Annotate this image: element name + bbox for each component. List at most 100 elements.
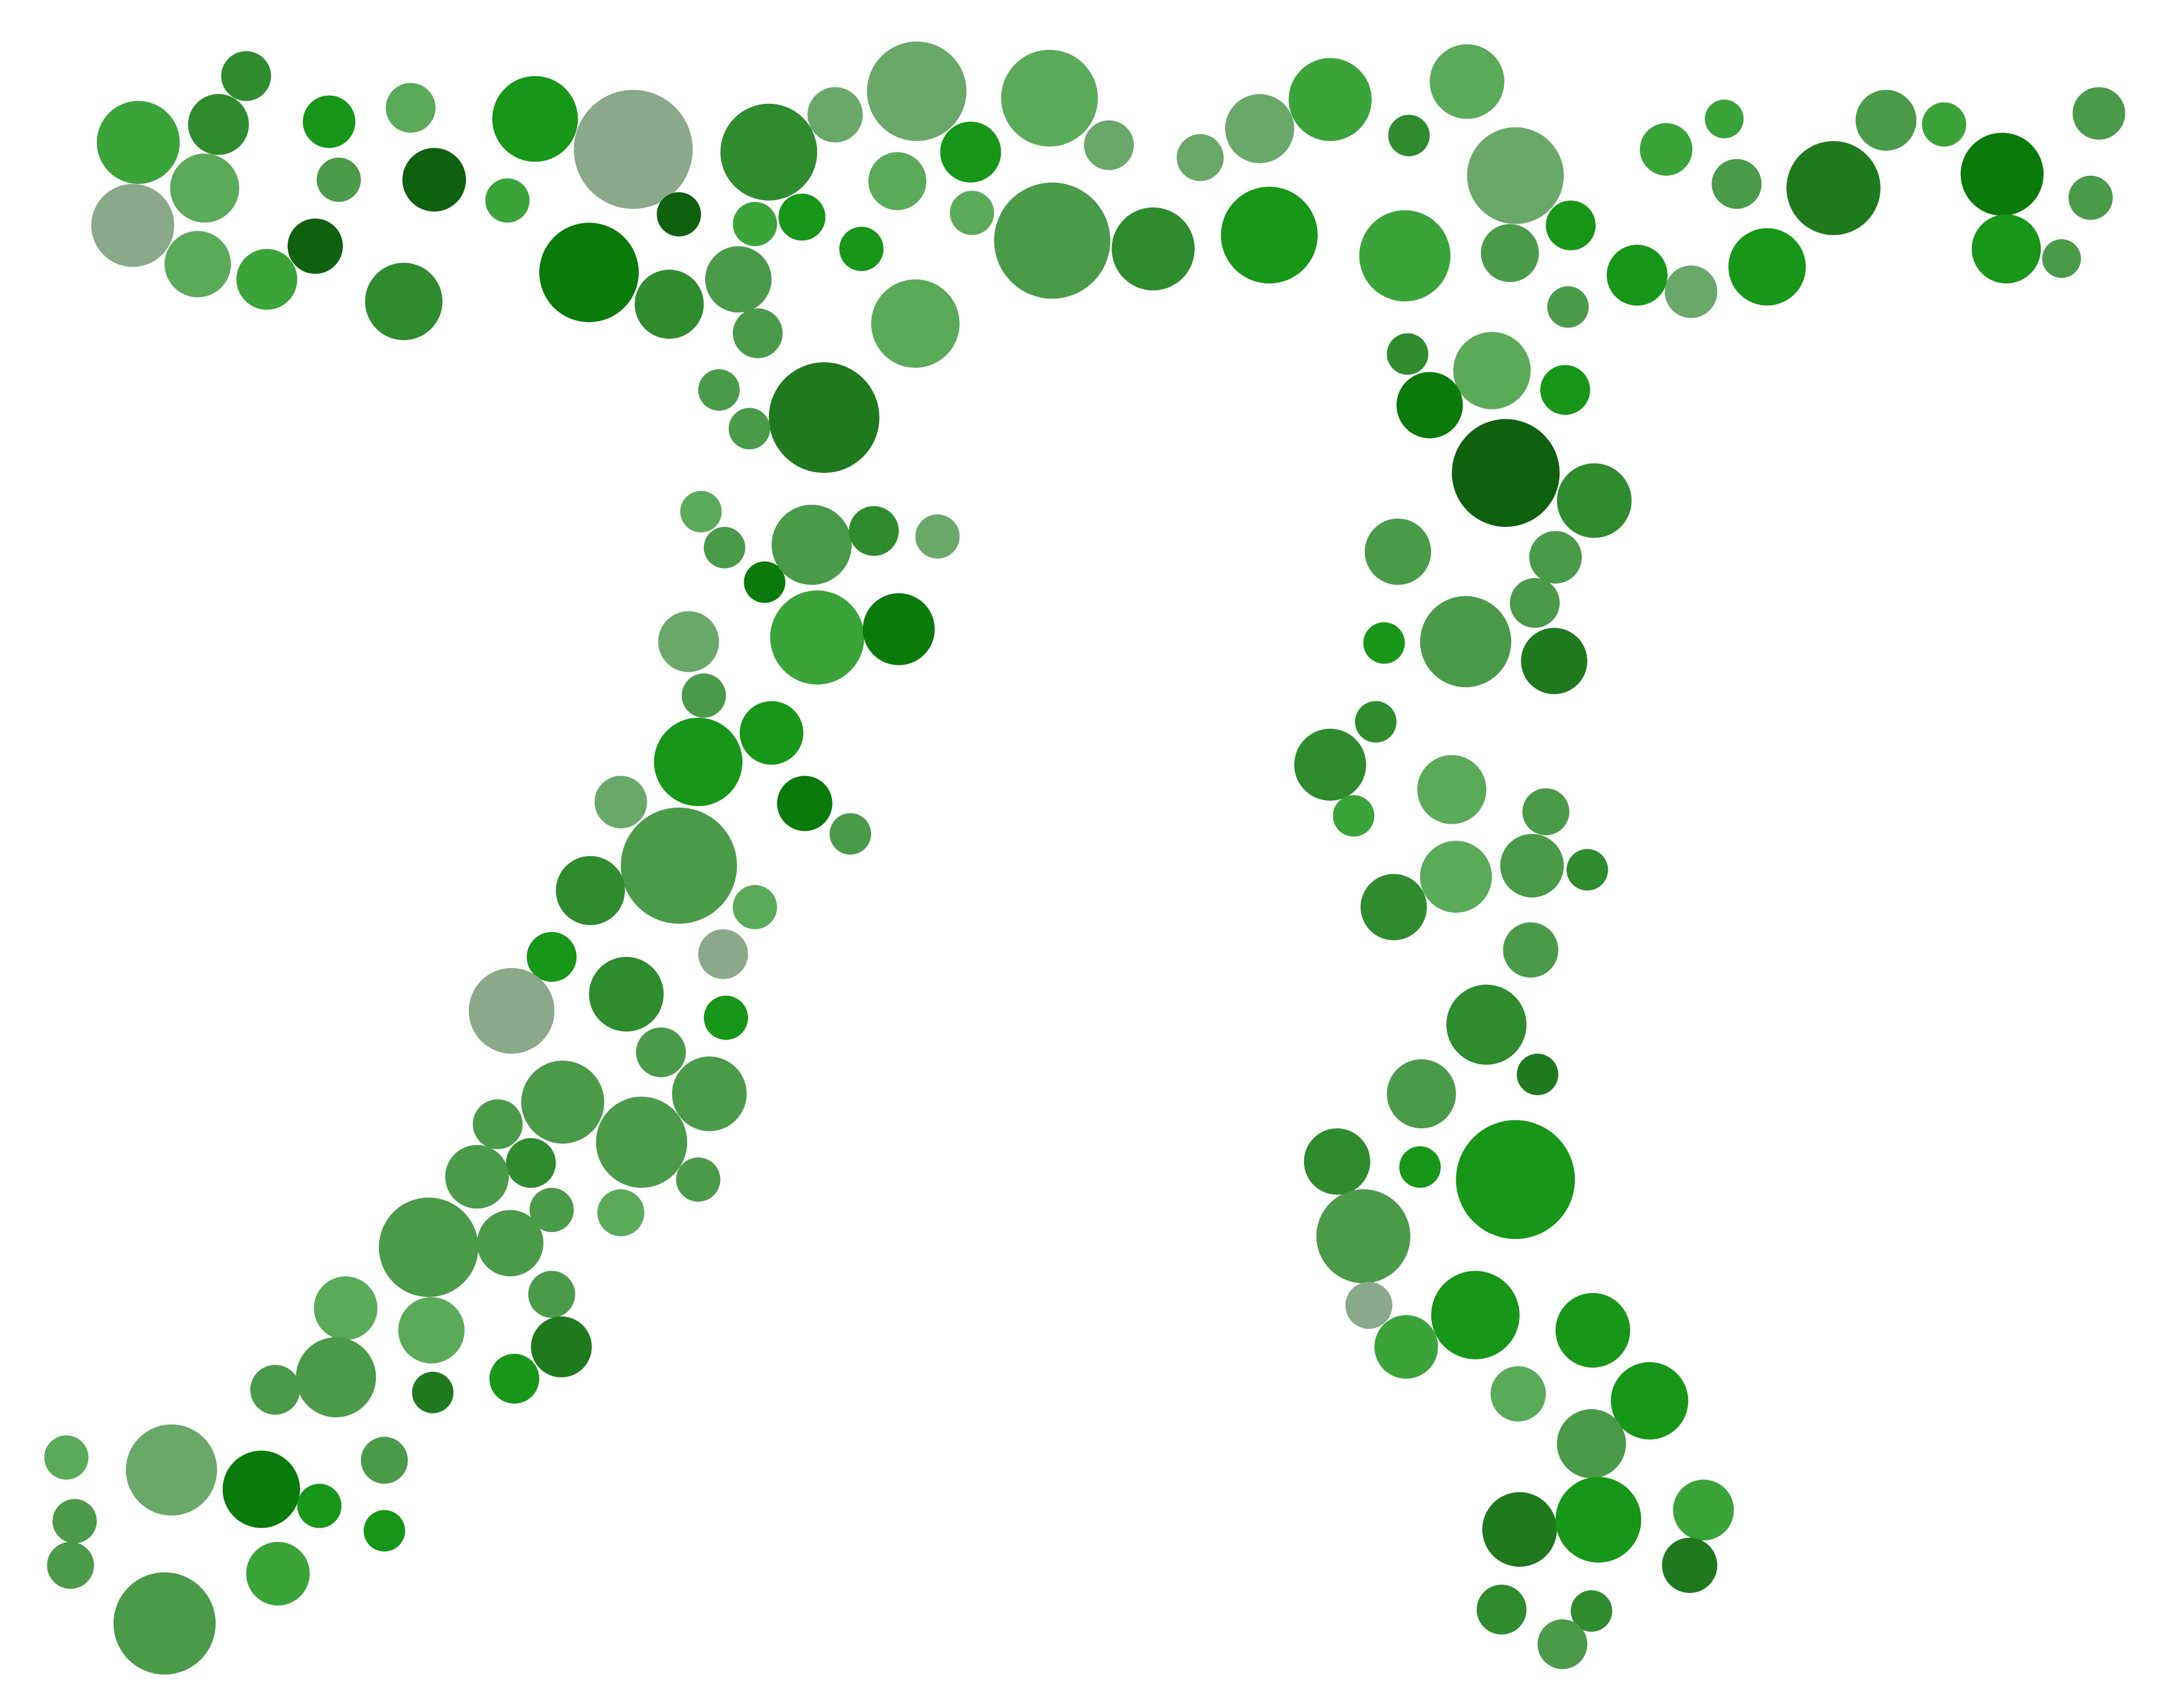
dot [1521, 628, 1588, 695]
dot [1364, 518, 1431, 585]
dot [91, 184, 175, 267]
dot [2068, 175, 2113, 220]
dot [402, 148, 467, 212]
dot [531, 1316, 592, 1377]
dot [1922, 102, 1966, 147]
dot [1571, 1590, 1613, 1632]
dot [365, 262, 443, 340]
dot [489, 1353, 540, 1404]
dot [940, 121, 1001, 183]
dot [770, 590, 865, 685]
dot [1456, 1120, 1575, 1240]
dot [1555, 1477, 1641, 1563]
dot [597, 1189, 645, 1236]
dot [705, 246, 772, 313]
dot [1639, 123, 1693, 176]
dot [1225, 94, 1295, 163]
dot [1510, 578, 1560, 628]
dot [1001, 50, 1098, 147]
dot [1288, 58, 1372, 141]
dot [1111, 207, 1195, 291]
dot [1387, 1059, 1456, 1129]
dot [1610, 1362, 1689, 1440]
dot [52, 1499, 97, 1543]
dot [950, 191, 995, 235]
dot [246, 1541, 310, 1605]
dot [506, 1138, 556, 1188]
dot [297, 1484, 342, 1528]
dot [44, 1435, 89, 1480]
dot [1333, 795, 1375, 837]
dot [1557, 1409, 1626, 1479]
dot [236, 249, 298, 310]
dot [473, 1099, 523, 1149]
dot [1361, 874, 1427, 941]
dot [1345, 1282, 1393, 1329]
dot [703, 527, 746, 569]
dot [468, 967, 555, 1054]
dot [521, 1061, 604, 1144]
dot [398, 1297, 465, 1364]
dot [915, 514, 960, 559]
dot [1396, 372, 1463, 439]
dot [1662, 1537, 1718, 1593]
dot [1728, 228, 1806, 306]
dot [732, 308, 783, 358]
dot [526, 932, 577, 982]
dot [1503, 922, 1559, 978]
dot [188, 94, 249, 155]
dot [744, 561, 786, 603]
dot [1303, 1128, 1370, 1195]
dot [703, 995, 749, 1040]
dot [1363, 622, 1405, 664]
dot [636, 1027, 686, 1077]
dot [573, 89, 693, 209]
dot [1480, 224, 1539, 282]
dot [1500, 834, 1564, 898]
dot [1555, 1293, 1630, 1368]
dot [1476, 1584, 1527, 1635]
dot [1451, 419, 1560, 527]
dot [316, 157, 361, 202]
dot [654, 718, 743, 806]
dot [1430, 44, 1505, 119]
dot [221, 51, 271, 101]
dot [1664, 265, 1718, 318]
dot [1557, 463, 1632, 538]
dot [680, 491, 722, 532]
dot [658, 611, 719, 672]
dot [1705, 99, 1744, 139]
dot [363, 1510, 406, 1552]
dot [477, 1210, 544, 1277]
dot [1786, 141, 1881, 235]
dot [492, 76, 578, 162]
dot [1467, 127, 1564, 224]
dot [1607, 244, 1668, 306]
dot [385, 83, 436, 133]
dot [595, 775, 647, 829]
dot [1971, 214, 2041, 284]
dot [412, 1371, 454, 1413]
dot [1374, 1315, 1438, 1379]
dot [360, 1436, 408, 1484]
dot [867, 41, 967, 142]
dot [445, 1144, 509, 1209]
dot [1540, 365, 1590, 415]
dot [1855, 89, 1917, 151]
dot [1453, 332, 1531, 409]
dot [47, 1541, 94, 1589]
dot [1537, 1619, 1588, 1669]
dot [2073, 87, 2125, 140]
dot [657, 192, 701, 237]
dot [1960, 132, 2044, 216]
dot [170, 153, 239, 223]
dot [1177, 134, 1224, 181]
dot [529, 1187, 574, 1232]
dot [378, 1197, 479, 1297]
dot [1388, 114, 1430, 157]
dot [862, 593, 935, 665]
dot [113, 1572, 216, 1675]
dot [1446, 984, 1527, 1065]
